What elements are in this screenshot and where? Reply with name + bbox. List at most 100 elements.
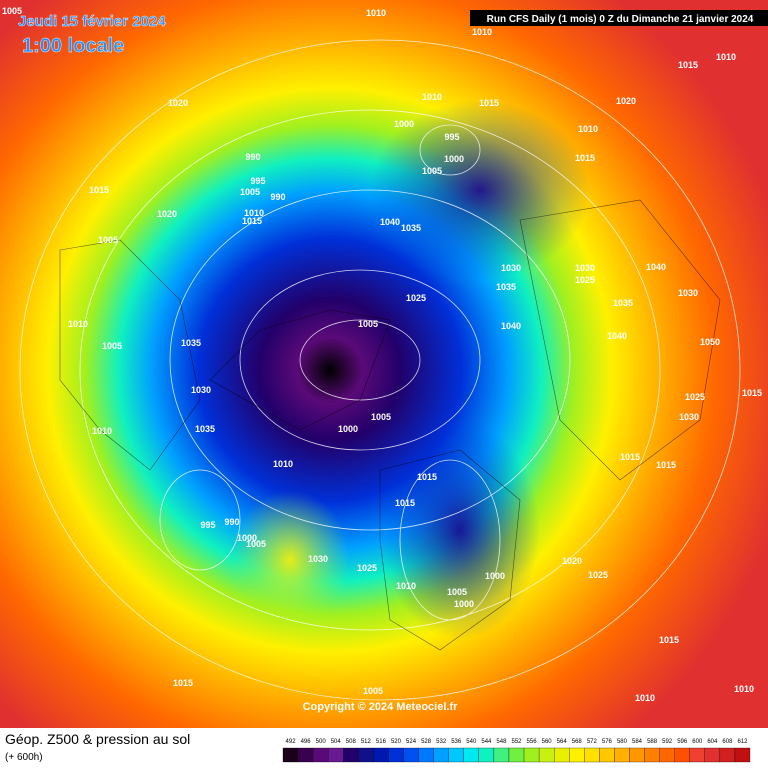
pressure-label: 1015: [659, 635, 679, 645]
legend-swatch: [282, 747, 299, 763]
pressure-label: 1015: [656, 460, 676, 470]
legend-swatch: [297, 747, 314, 763]
legend-swatch: [373, 747, 389, 763]
legend-tick: 600: [692, 739, 703, 745]
legend-tick: 512: [361, 739, 372, 745]
pressure-label: 1040: [380, 217, 400, 227]
legend-tick: 532: [436, 739, 447, 745]
pressure-label: 1010: [422, 92, 442, 102]
legend-swatch: [343, 747, 359, 763]
legend-swatch: [569, 747, 585, 763]
pressure-label: 995: [444, 132, 459, 142]
legend-tick: 580: [617, 739, 628, 745]
legend-swatch: [463, 747, 479, 763]
pressure-label: 1050: [700, 337, 720, 347]
pressure-label: 1015: [417, 472, 437, 482]
pressure-label: 1005: [422, 166, 442, 176]
pressure-label: 1015: [678, 60, 698, 70]
pressure-label: 1015: [575, 153, 595, 163]
pressure-label: 1000: [394, 119, 414, 129]
legend-tick: 524: [406, 739, 417, 745]
pressure-label: 990: [245, 152, 260, 162]
pressure-label: 1035: [401, 223, 421, 233]
pressure-label: 1030: [575, 263, 595, 273]
legend-swatch: [312, 747, 329, 763]
legend-tick: 608: [722, 739, 733, 745]
coastlines: [59, 199, 721, 651]
pressure-label: 1005: [358, 319, 378, 329]
legend-swatch: [403, 747, 419, 763]
legend-tick: 556: [527, 739, 538, 745]
legend-swatch: [734, 747, 751, 763]
pressure-label: 1000: [444, 154, 464, 164]
legend-tick: 584: [632, 739, 643, 745]
pressure-label: 1015: [620, 452, 640, 462]
pressure-label: 1025: [575, 275, 595, 285]
pressure-label: 1005: [98, 235, 118, 245]
pressure-label: 1020: [616, 96, 636, 106]
pressure-label: 1010: [68, 319, 88, 329]
legend-swatch: [584, 747, 600, 763]
legend-swatch: [448, 747, 464, 763]
pressure-label: 1015: [242, 216, 262, 226]
legend-tick: 492: [286, 739, 297, 745]
legend-tick: 588: [647, 739, 658, 745]
legend-swatch: [523, 747, 540, 763]
pressure-label: 995: [200, 520, 215, 530]
pressure-label: 1030: [678, 288, 698, 298]
pressure-label: 1025: [685, 392, 705, 402]
legend-tick: 596: [677, 739, 688, 745]
pressure-label: 1015: [89, 185, 109, 195]
legend-tick: 560: [542, 739, 553, 745]
legend-tick: 592: [662, 739, 673, 745]
time: 1:00 locale: [22, 35, 124, 57]
pressure-label: 1025: [588, 570, 608, 580]
legend-tick: 604: [707, 739, 718, 745]
legend-swatch: [493, 747, 510, 763]
pressure-label: 990: [270, 192, 285, 202]
legend-tick: 564: [557, 739, 568, 745]
pressure-label: 1015: [479, 98, 499, 108]
pressure-label: 1000: [338, 424, 358, 434]
pressure-label: 1010: [578, 124, 598, 134]
pressure-label: 1035: [195, 424, 215, 434]
pressure-label: 1035: [496, 282, 516, 292]
legend-swatch: [508, 747, 525, 763]
date: Jeudi 15 février 2024: [18, 13, 166, 30]
legend-swatch: [614, 747, 630, 763]
pressure-label: 1030: [679, 412, 699, 422]
pressure-label: 1005: [102, 341, 122, 351]
legend-tick: 528: [421, 739, 432, 745]
footer-lead: (+ 600h): [5, 752, 43, 763]
legend-swatch: [538, 747, 555, 763]
pressure-label: 1000: [485, 571, 505, 581]
isobars: [19, 39, 741, 701]
legend-tick: 552: [511, 739, 522, 745]
pressure-label: 1005: [246, 539, 266, 549]
legend-tick: 536: [451, 739, 462, 745]
pressure-label: 1005: [363, 686, 383, 696]
pressure-label: 1000: [237, 533, 257, 543]
pressure-label: 1020: [562, 556, 582, 566]
pressure-label: 1005: [2, 6, 22, 16]
legend-swatch: [328, 747, 344, 763]
pressure-label: 1025: [357, 563, 377, 573]
legend-tick: 540: [466, 739, 477, 745]
legend-swatch: [689, 747, 705, 763]
pressure-label: 1030: [501, 263, 521, 273]
pressure-label: 1025: [406, 293, 426, 303]
pressure-label: 1030: [191, 385, 211, 395]
copyright: Copyright © 2024 Meteociel.fr: [303, 701, 459, 713]
pressure-label: 1040: [607, 331, 627, 341]
pressure-label: 1010: [472, 27, 492, 37]
legend-swatch: [433, 747, 449, 763]
pressure-label: 1035: [613, 298, 633, 308]
legend-swatch: [388, 747, 404, 763]
legend-swatch: [674, 747, 690, 763]
pressure-label: 1010: [734, 684, 754, 694]
pressure-label: 1040: [646, 262, 666, 272]
run-info: Run CFS Daily (1 mois) 0 Z du Dimanche 2…: [487, 14, 754, 25]
pressure-label: 990: [224, 517, 239, 527]
trough: [380, 420, 540, 640]
